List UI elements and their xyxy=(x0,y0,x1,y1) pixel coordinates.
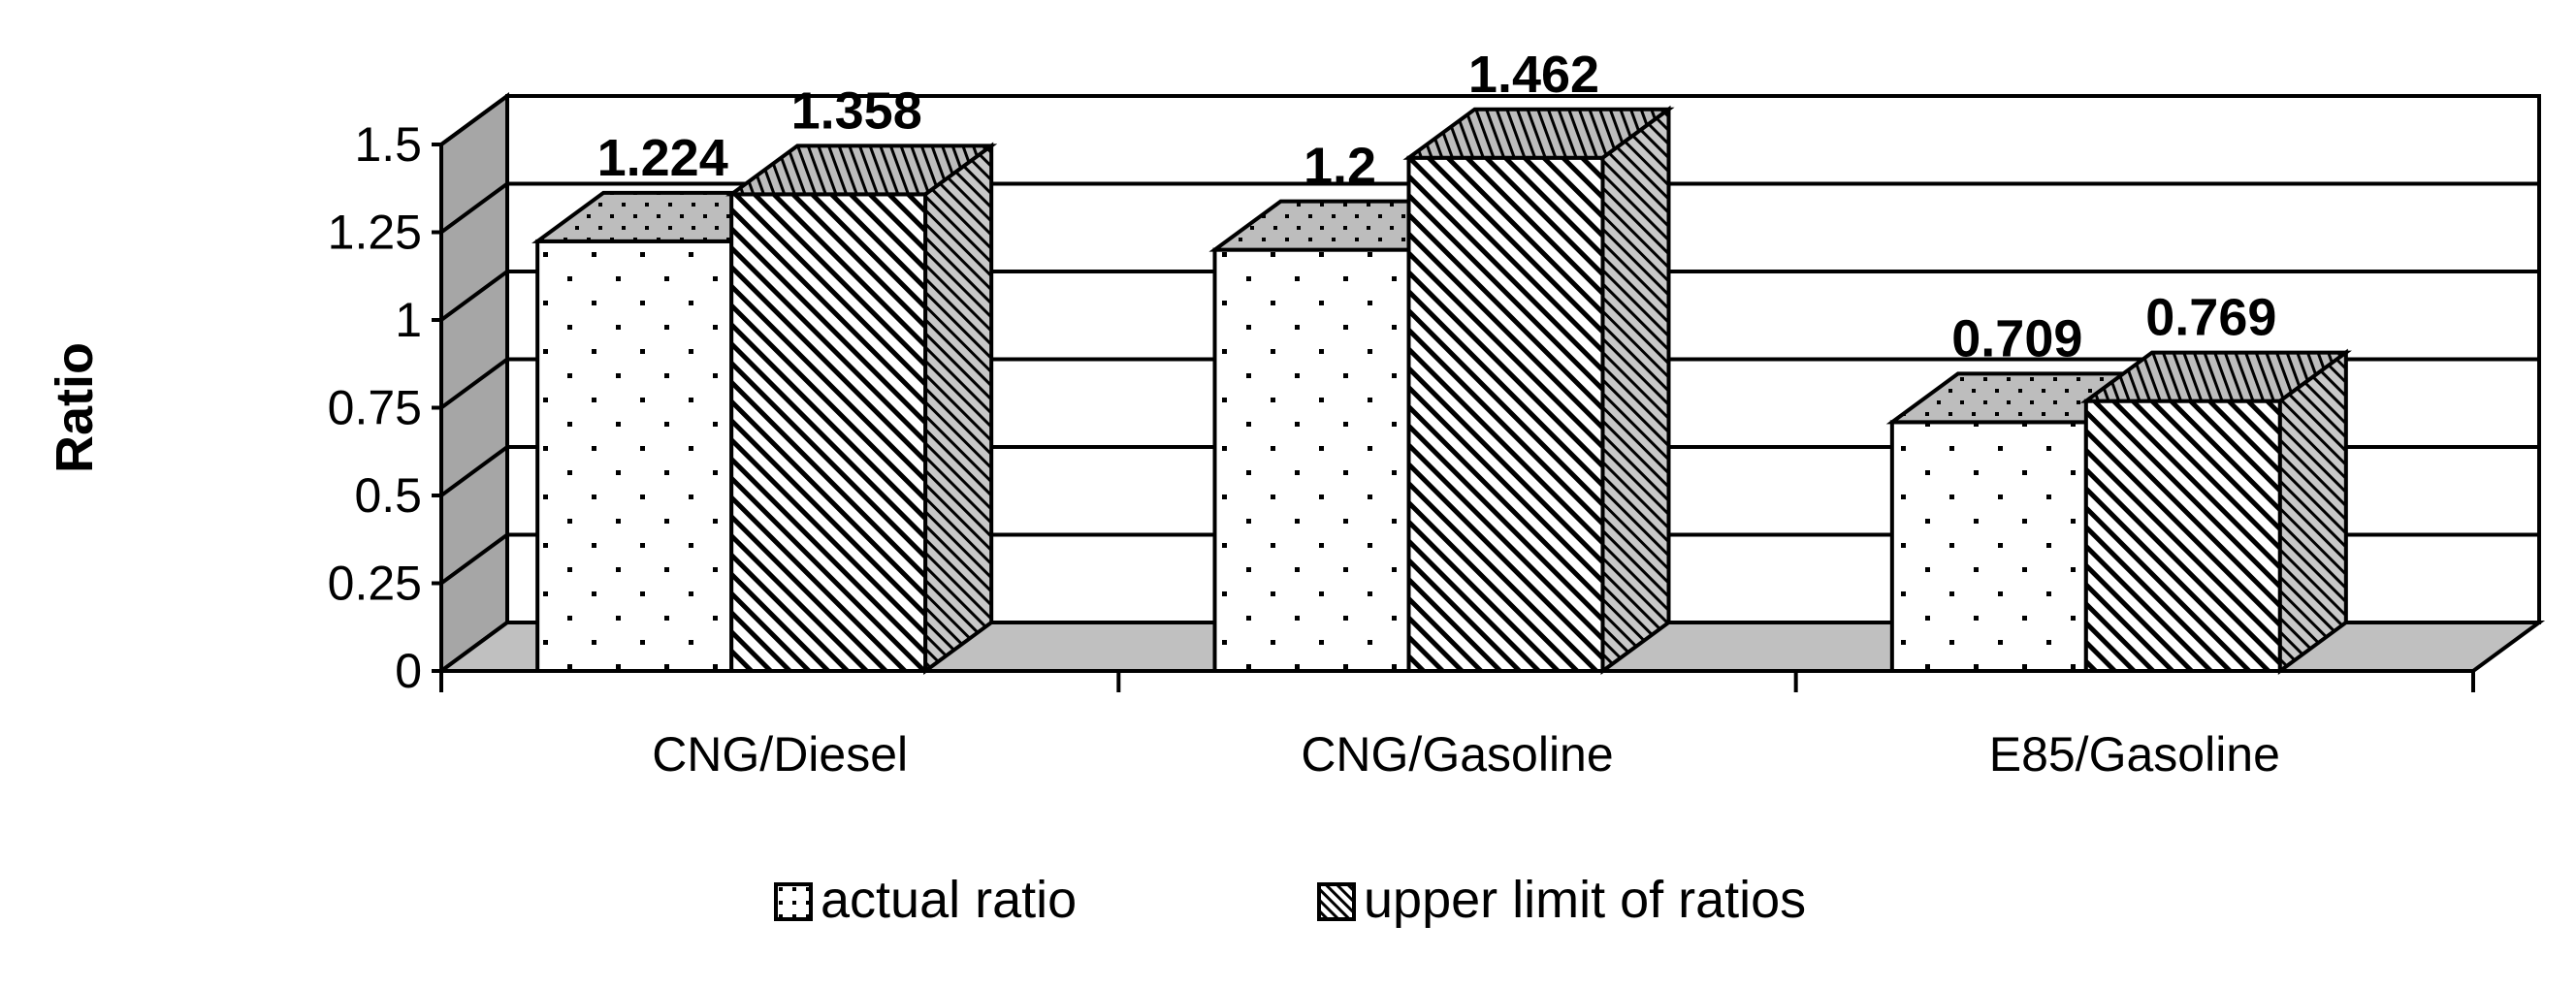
bars xyxy=(531,105,2352,675)
legend-label: actual ratio xyxy=(821,871,1077,929)
axes: 0 0.25 0.5 0.75 1 1.25 1.5 CNG/Diesel CNG/Gasoli… xyxy=(46,117,2475,782)
gridlines xyxy=(439,94,2539,586)
data-labels: 1.224 1.358 1.2 1.462 0.709 0.769 xyxy=(597,46,2277,368)
data-label: 0.769 xyxy=(2145,289,2276,347)
gridline xyxy=(439,181,2539,235)
y-tick-label: 0.5 xyxy=(354,468,422,523)
gridline xyxy=(439,94,2539,146)
bar-side xyxy=(923,142,994,675)
y-tick-label: 1.5 xyxy=(354,117,422,172)
category-label: E85/Gasoline xyxy=(1989,727,2280,782)
category-label: CNG/Gasoline xyxy=(1301,727,1613,782)
data-label: 1.462 xyxy=(1468,46,1599,104)
bar xyxy=(1885,371,2158,673)
bar xyxy=(2079,348,2352,675)
bar xyxy=(1402,105,1675,675)
bar-side xyxy=(1600,105,1671,675)
bar-side xyxy=(2277,348,2348,675)
legend: actual ratio upper limit of ratios xyxy=(774,871,1806,929)
y-tick-label: 0.75 xyxy=(328,381,422,435)
bar-front xyxy=(1406,155,1605,674)
legend-swatch xyxy=(1317,882,1356,921)
gridline xyxy=(439,532,2539,586)
bar-front xyxy=(729,192,928,674)
data-label: 1.358 xyxy=(791,81,922,140)
gridline xyxy=(439,445,2539,497)
bar-front xyxy=(1889,420,2088,673)
data-label: 1.2 xyxy=(1304,138,1376,196)
y-tick-label: 0.25 xyxy=(328,557,422,611)
legend-label: upper limit of ratios xyxy=(1364,871,1806,929)
y-axis-title: Ratio xyxy=(46,342,104,473)
legend-item: upper limit of ratios xyxy=(1317,871,1806,929)
bar xyxy=(725,142,998,675)
y-tick-label: 1 xyxy=(395,293,422,347)
y-tick-label: 0 xyxy=(395,644,422,698)
bar-front xyxy=(1212,247,1411,673)
legend-swatch xyxy=(774,882,813,921)
category-label: CNG/Diesel xyxy=(652,727,908,782)
data-label: 1.224 xyxy=(597,129,728,187)
y-tick-label: 1.25 xyxy=(328,206,422,260)
gridline xyxy=(439,357,2539,410)
gridline xyxy=(439,270,2539,322)
data-label: 0.709 xyxy=(1951,309,2082,367)
legend-item: actual ratio xyxy=(774,871,1077,929)
bar-front xyxy=(535,239,734,674)
bar-front xyxy=(2083,399,2282,673)
